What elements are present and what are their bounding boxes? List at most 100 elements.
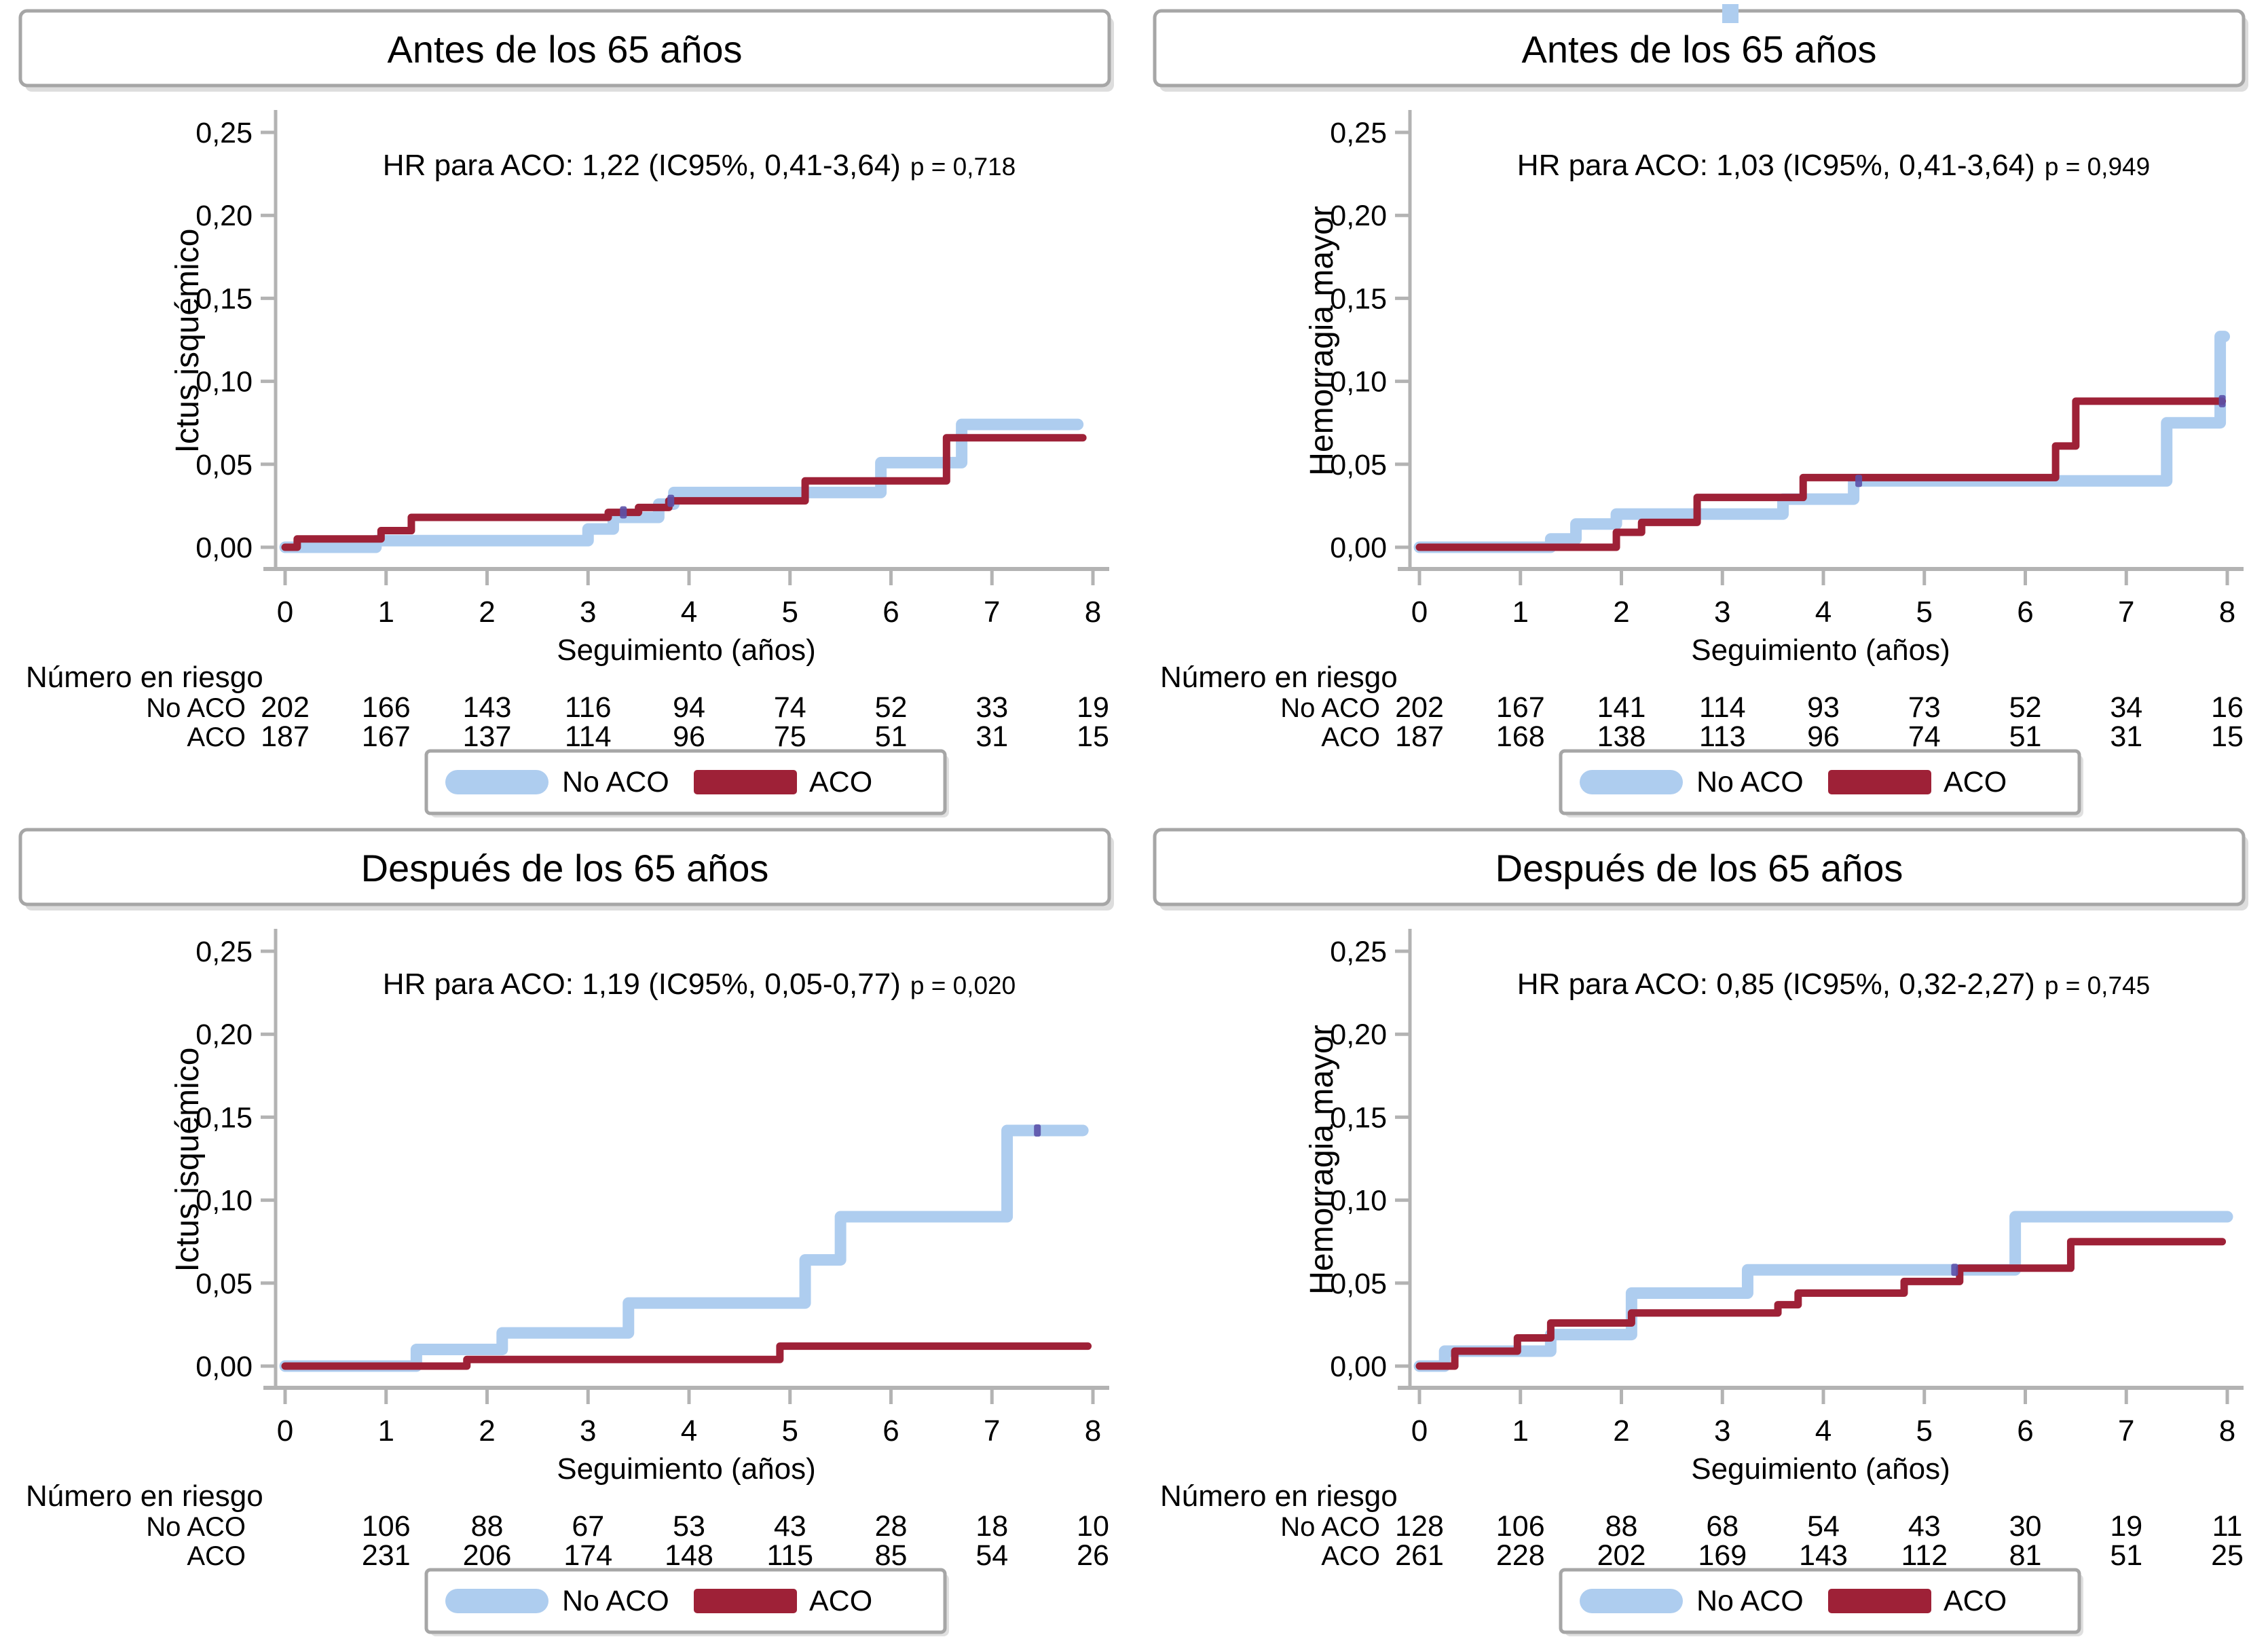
y-axis-label: Ictus isquémico: [170, 1048, 206, 1272]
risk-value: 202: [1597, 1539, 1646, 1572]
y-tick-label: 0,15: [196, 1101, 253, 1134]
x-tick-label: 6: [882, 595, 899, 629]
censor-mark: [2218, 394, 2226, 407]
censor-mark: [1855, 475, 1863, 488]
x-axis-label: Seguimiento (años): [1691, 633, 1950, 667]
x-tick-label: 4: [681, 595, 697, 629]
x-tick-label: 0: [277, 1414, 293, 1448]
risk-value: 54: [975, 1539, 1008, 1572]
risk-value: 166: [362, 691, 411, 724]
risk-row-label: ACO: [1321, 1541, 1380, 1571]
risk-value: 115: [766, 1539, 813, 1572]
y-tick-label: 0,15: [1330, 282, 1387, 315]
risk-value: 75: [774, 720, 806, 753]
risk-value: 28: [875, 1510, 908, 1543]
risk-value: 128: [1395, 1510, 1444, 1543]
risk-value: 88: [1605, 1510, 1638, 1543]
risk-row-label: ACO: [1321, 722, 1380, 752]
risk-value: 43: [774, 1510, 806, 1543]
x-tick-label: 3: [580, 1414, 596, 1448]
hr-annotation: HR para ACO: 1,22 (IC95%, 0,41-3,64) p = …: [383, 149, 1016, 182]
x-tick-label: 5: [1916, 595, 1933, 629]
x-tick-label: 7: [2118, 1414, 2134, 1448]
legend-swatch-no-aco: [445, 1589, 549, 1613]
x-tick-label: 1: [1512, 595, 1529, 629]
risk-value: 112: [1901, 1539, 1948, 1572]
y-tick-label: 0,00: [196, 532, 253, 564]
y-tick-label: 0,15: [1330, 1101, 1387, 1134]
risk-value: 18: [975, 1510, 1008, 1543]
x-tick-label: 0: [277, 595, 293, 629]
panel-title: Antes de los 65 años: [1521, 28, 1876, 71]
risk-value: 202: [261, 691, 310, 724]
risk-value: 114: [565, 720, 612, 753]
x-tick-label: 6: [2017, 595, 2033, 629]
risk-value: 187: [1395, 720, 1444, 753]
y-tick-label: 0,20: [196, 200, 253, 232]
risk-value: 106: [362, 1510, 411, 1543]
risk-value: 106: [1496, 1510, 1545, 1543]
risk-value: 88: [471, 1510, 504, 1543]
hr-annotation: HR para ACO: 1,19 (IC95%, 0,05-0,77) p = …: [383, 968, 1016, 1001]
y-tick-label: 0,10: [196, 366, 253, 399]
risk-value: 85: [875, 1539, 908, 1572]
x-tick-label: 1: [378, 1414, 394, 1448]
risk-row-label: No ACO: [1280, 1512, 1380, 1542]
risk-value: 31: [2110, 720, 2142, 753]
panel-title: Después de los 65 años: [1495, 847, 1903, 889]
x-tick-label: 2: [479, 1414, 495, 1448]
risk-value: 25: [2211, 1539, 2244, 1572]
hr-annotation: HR para ACO: 0,85 (IC95%, 0,32-2,27) p = …: [1517, 968, 2150, 1001]
risk-value: 15: [1077, 720, 1109, 753]
curve-aco: [1415, 397, 2227, 551]
risk-value: 169: [1698, 1539, 1747, 1572]
risk-value: 143: [463, 691, 512, 724]
y-tick-label: 0,00: [1330, 1350, 1387, 1383]
legend-swatch-no-aco: [445, 770, 549, 794]
risk-value: 143: [1799, 1539, 1848, 1572]
x-tick-label: 3: [580, 595, 596, 629]
risk-value: 16: [2211, 691, 2244, 724]
risk-value: 30: [2009, 1510, 2042, 1543]
risk-value: 68: [1706, 1510, 1739, 1543]
x-tick-label: 7: [984, 1414, 1000, 1448]
title-box: [1153, 828, 2246, 906]
risk-value: 138: [1597, 720, 1646, 753]
risk-value: 93: [1807, 691, 1840, 724]
risk-value: 54: [1807, 1510, 1840, 1543]
risk-value: 51: [2110, 1539, 2142, 1572]
legend-swatch-aco: [1828, 770, 1931, 794]
risk-value: 261: [1395, 1539, 1444, 1572]
y-tick-label: 0,20: [1330, 1018, 1387, 1051]
legend-label-aco: ACO: [809, 766, 872, 798]
risk-value: 94: [673, 691, 705, 724]
x-tick-label: 2: [1613, 595, 1629, 629]
y-tick-label: 0,10: [1330, 366, 1387, 399]
curve-aco: [281, 1342, 1092, 1370]
y-tick-label: 0,05: [196, 449, 253, 481]
title-box: [18, 9, 1111, 88]
risk-value: 26: [1077, 1539, 1109, 1572]
risk-value: 53: [673, 1510, 705, 1543]
risk-value: 137: [463, 720, 512, 753]
risk-value: 51: [2009, 720, 2042, 753]
y-tick-label: 0,00: [196, 1350, 253, 1383]
x-axis-label: Seguimiento (años): [557, 1452, 816, 1486]
risk-value: 167: [1496, 691, 1545, 724]
risk-value: 96: [1807, 720, 1840, 753]
x-axis-label: Seguimiento (años): [557, 633, 816, 667]
x-tick-label: 6: [882, 1414, 899, 1448]
risk-table-header: Número en riesgo: [26, 661, 263, 694]
x-tick-label: 5: [782, 1414, 798, 1448]
risk-table-header: Número en riesgo: [26, 1479, 263, 1513]
panel-title: Antes de los 65 años: [387, 28, 742, 71]
risk-row-label: No ACO: [146, 693, 246, 723]
risk-value: 11: [2212, 1510, 2243, 1543]
x-tick-label: 3: [1714, 1414, 1730, 1448]
legend-box: [1559, 749, 2081, 815]
risk-value: 52: [875, 691, 908, 724]
risk-value: 187: [261, 720, 310, 753]
x-tick-label: 2: [479, 595, 495, 629]
hr-annotation: HR para ACO: 1,03 (IC95%, 0,41-3,64) p = …: [1517, 149, 2150, 182]
